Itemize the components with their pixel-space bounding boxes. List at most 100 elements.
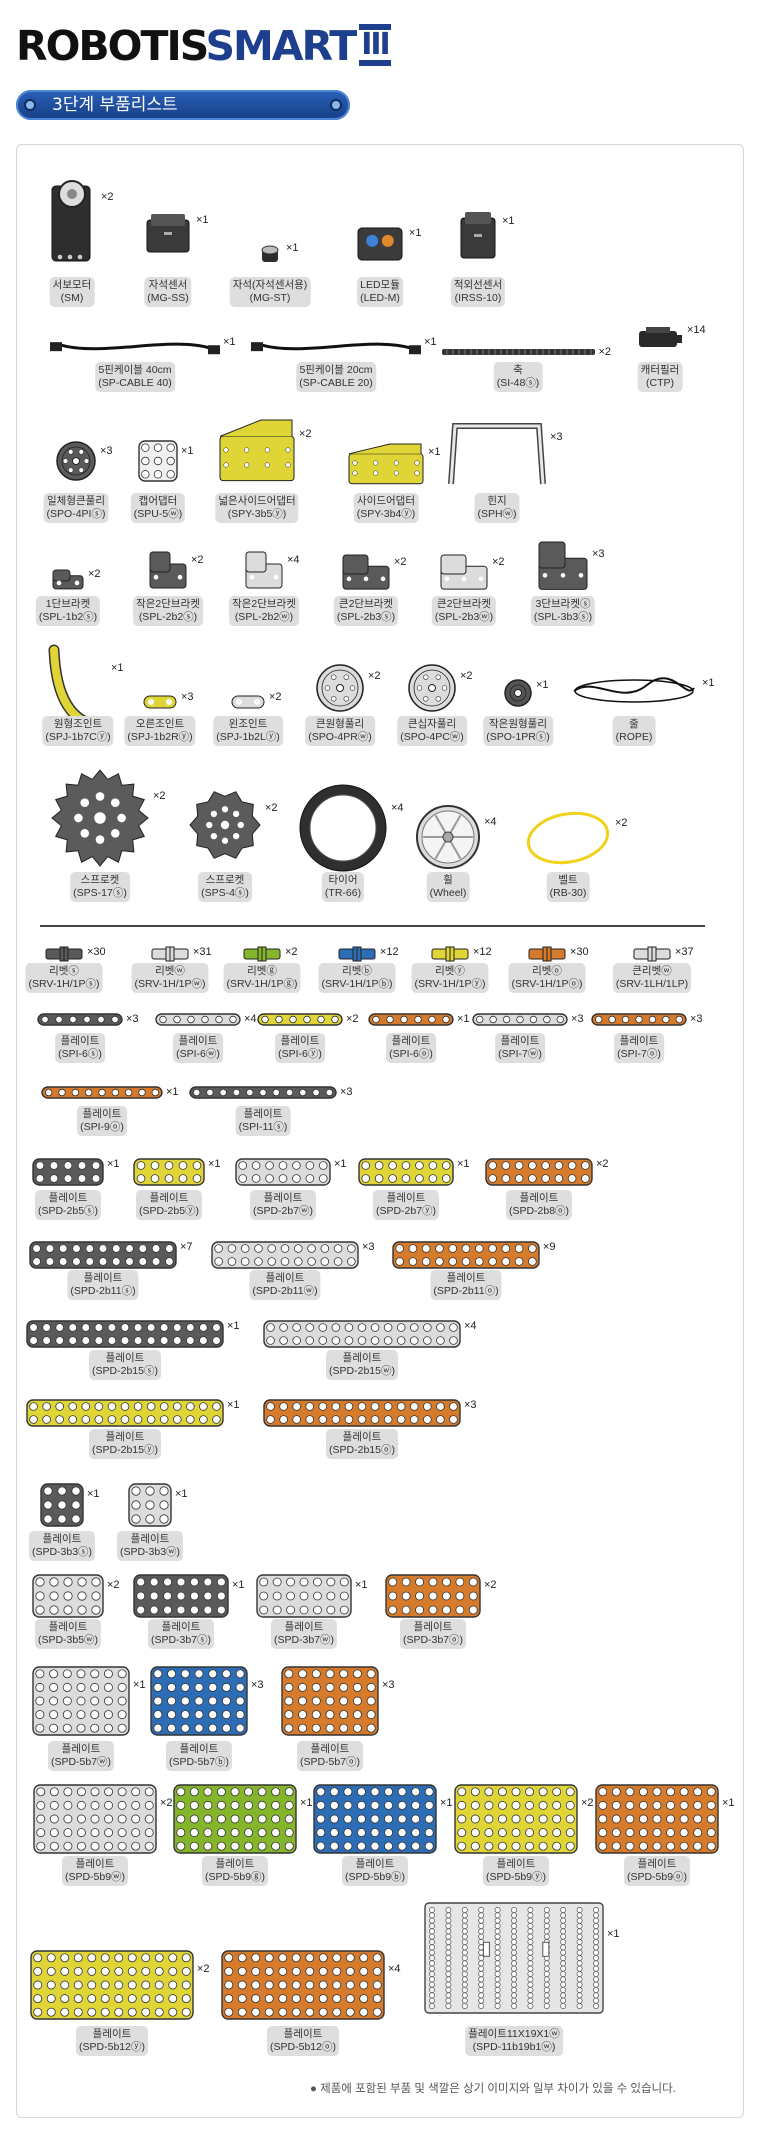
part-label: 플레이트 (SPI-7ⓦ) bbox=[495, 1033, 545, 1063]
banner-rivet-icon bbox=[24, 99, 36, 111]
part-name: 플레이트 bbox=[92, 2028, 132, 2040]
part-label: 플레이트 (SPD-5b7ⓑ) bbox=[165, 1741, 233, 1771]
plate-icon bbox=[257, 1013, 343, 1026]
part-name: 벨트 bbox=[558, 874, 578, 886]
rivet-icon bbox=[45, 946, 83, 962]
plate-icon bbox=[485, 1158, 593, 1186]
part-name: 플레이트 bbox=[48, 1192, 88, 1204]
part-name: 플레이트 bbox=[161, 1621, 201, 1633]
part-code: (SPD-5b7ⓦ) bbox=[50, 1756, 112, 1768]
section-divider bbox=[40, 925, 705, 927]
part-code: (SPJ-1b7Cⓨ) bbox=[45, 731, 111, 743]
part-quantity: ×2 bbox=[581, 1797, 594, 1809]
plate-icon bbox=[150, 1666, 248, 1736]
part-code: (Wheel) bbox=[429, 887, 467, 899]
part-name: 휠 bbox=[443, 874, 453, 886]
part-name: 자석센서 bbox=[148, 279, 188, 291]
part-quantity: ×2 bbox=[615, 817, 628, 830]
part-label: 일체형큰풀리 (SPO-4PIⓢ) bbox=[43, 493, 109, 523]
tire-icon bbox=[299, 784, 387, 872]
part-code: (SRV-1H/1Pⓦ) bbox=[134, 978, 206, 990]
part-name: 리벳ⓦ bbox=[155, 965, 185, 977]
rivet-icon bbox=[243, 946, 281, 962]
part-code: (SPD-2b15ⓨ) bbox=[92, 1444, 158, 1456]
rivet-icon bbox=[338, 946, 376, 962]
part-label: 플레이트 (SPD-2b15ⓢ) bbox=[89, 1350, 161, 1380]
part-name: 큰십자풀리 bbox=[407, 718, 457, 730]
part-quantity: ×2 bbox=[460, 670, 473, 682]
part-name: 리벳ⓞ bbox=[532, 965, 562, 977]
part-label: 플레이트 (SPD-5b7ⓞ) bbox=[296, 1741, 364, 1771]
part-label: 큰2단브라켓 (SPL-2b3ⓢ) bbox=[333, 596, 399, 626]
part-name: 5핀케이블 20cm bbox=[299, 364, 373, 376]
part-name: 줄 bbox=[629, 718, 639, 730]
part-label: 플레이트 (SPD-2b15ⓨ) bbox=[89, 1429, 161, 1459]
part-code: (SPI-6ⓦ) bbox=[176, 1048, 220, 1060]
part-code: (SPHⓦ) bbox=[477, 508, 517, 520]
part-label: 플레이트 (SPD-5b7ⓦ) bbox=[47, 1741, 115, 1771]
part-name: 플레이트 bbox=[519, 1192, 559, 1204]
part-code: (SPL-3b3ⓢ) bbox=[533, 611, 593, 623]
part-name: 3단브라켓ⓢ bbox=[535, 598, 591, 610]
part-quantity: ×2 bbox=[346, 1013, 359, 1025]
part-quantity: ×1 bbox=[166, 1086, 179, 1098]
side-adapter-icon bbox=[348, 443, 424, 485]
plate-icon bbox=[128, 1483, 172, 1527]
part-name: 플레이트 bbox=[342, 1352, 382, 1364]
part-name: 작은2단브라켓 bbox=[232, 598, 296, 610]
part-quantity: ×2 bbox=[484, 1579, 497, 1592]
part-quantity: ×1 bbox=[181, 444, 194, 457]
part-code: (MG-ST) bbox=[249, 292, 291, 304]
part-code: (SPI-6ⓨ) bbox=[278, 1048, 322, 1060]
servo-motor-icon bbox=[51, 180, 91, 262]
part-name: 플레이트 bbox=[413, 1621, 453, 1633]
part-label: 큰2단브라켓 (SPL-2b3ⓦ) bbox=[431, 596, 497, 626]
part-label: 플레이트 (SPD-3b7ⓦ) bbox=[270, 1619, 338, 1649]
part-name: 플레이트 bbox=[280, 1035, 320, 1047]
part-label: 왼조인트 (SPJ-1b2Lⓨ) bbox=[213, 716, 283, 746]
plate-icon bbox=[133, 1158, 205, 1186]
part-code: (SPD-5b7ⓞ) bbox=[299, 1756, 361, 1768]
part-quantity: ×3 bbox=[251, 1679, 264, 1691]
part-name: 플레이트 bbox=[386, 1192, 426, 1204]
part-quantity: ×1 bbox=[334, 1158, 347, 1171]
part-quantity: ×3 bbox=[181, 691, 194, 703]
part-code: (SPI-11ⓢ) bbox=[238, 1121, 288, 1133]
plate-icon bbox=[472, 1013, 568, 1026]
plate-icon bbox=[221, 1950, 385, 2020]
plate-icon bbox=[33, 1784, 157, 1854]
part-name: 사이드어댑터 bbox=[357, 495, 415, 507]
part-name: 플레이트 bbox=[83, 1272, 123, 1284]
plate-icon bbox=[26, 1320, 224, 1348]
part-name: 플레이트 bbox=[61, 1743, 101, 1755]
part-label: 자석(자석센서용) (MG-ST) bbox=[229, 277, 311, 307]
section-banner: 3단계 부품리스트 bbox=[16, 90, 350, 120]
part-label: 5핀케이블 20cm (SP-CABLE 20) bbox=[296, 362, 376, 392]
part-quantity: ×1 bbox=[227, 1399, 240, 1412]
part-name: 플레이트 bbox=[284, 1621, 324, 1633]
cap-adapter-icon bbox=[138, 440, 178, 482]
part-code: (SPD-5b9ⓞ) bbox=[626, 1871, 688, 1883]
part-name: 플레이트 bbox=[179, 1743, 219, 1755]
part-quantity: ×3 bbox=[100, 444, 113, 457]
part-name: 적외선센서 bbox=[453, 279, 503, 291]
part-label: 원형조인트 (SPJ-1b7Cⓨ) bbox=[42, 716, 114, 746]
part-quantity: ×1 bbox=[111, 662, 124, 675]
part-name: 플레이트 bbox=[75, 1858, 115, 1870]
part-name: 리벳ⓖ bbox=[247, 965, 277, 977]
part-quantity: ×30 bbox=[87, 946, 106, 958]
part-label: 힌지 (SPHⓦ) bbox=[474, 493, 520, 523]
part-name: 캐터필러 bbox=[640, 364, 680, 376]
part-code: (SPD-3b3ⓦ) bbox=[119, 1546, 181, 1558]
part-code: (SPO-4PRⓦ) bbox=[308, 731, 372, 743]
part-name: 큰2단브라켓 bbox=[436, 598, 492, 610]
part-code: (SPD-2b7ⓨ) bbox=[375, 1205, 437, 1217]
rivet-icon bbox=[151, 946, 189, 962]
part-label: 스프로켓 (SPS-4ⓢ) bbox=[198, 872, 252, 902]
part-quantity: ×14 bbox=[687, 324, 706, 337]
part-code: (SPO-4PIⓢ) bbox=[46, 508, 106, 520]
part-label: 리벳ⓖ (SRV-1H/1Pⓖ) bbox=[223, 963, 301, 993]
bracket-icon bbox=[342, 554, 390, 590]
part-label: 플레이트 (SPD-5b9ⓨ) bbox=[482, 1856, 550, 1886]
